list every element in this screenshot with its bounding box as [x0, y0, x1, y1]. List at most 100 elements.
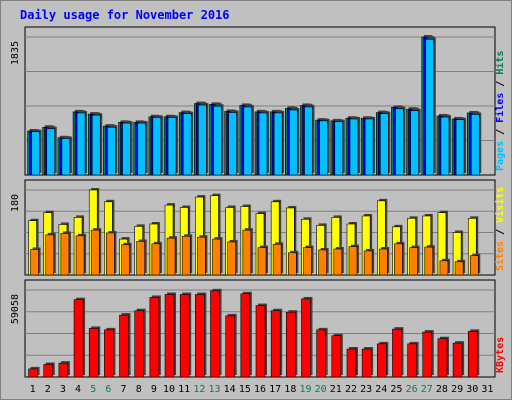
bar-kbytes	[376, 343, 387, 378]
bar-sites	[151, 243, 161, 276]
bar-sites	[227, 241, 236, 276]
bar-kbytes	[73, 299, 84, 378]
bar-sites	[166, 237, 176, 276]
x-tick-label: 18	[284, 384, 296, 395]
bar-kbytes	[88, 328, 99, 378]
bar-sites	[121, 244, 130, 276]
bar-kbytes	[164, 294, 175, 378]
bar-sites	[288, 252, 297, 276]
bar-pages	[198, 104, 207, 176]
bar-kbytes	[316, 329, 326, 378]
bar-sites	[348, 246, 358, 276]
legend-hits: Hits	[494, 51, 506, 75]
bar-kbytes	[43, 364, 54, 378]
x-tick-label: 19	[299, 384, 311, 395]
bar-pages	[455, 119, 465, 176]
bar-pages	[379, 113, 389, 176]
bar-pages	[470, 114, 480, 176]
bar-pages	[137, 122, 147, 176]
x-tick-label: 15	[239, 384, 251, 395]
bar-kbytes	[301, 298, 311, 378]
bar-pages	[258, 112, 268, 176]
bar-pages	[107, 126, 116, 176]
bar-kbytes	[195, 294, 205, 378]
bar-sites	[363, 250, 373, 276]
y-max-label: 180	[10, 194, 21, 212]
panel-kbytes: 59058 KBytes	[10, 279, 506, 378]
bar-sites	[197, 236, 206, 276]
legend-sep1: /	[495, 223, 506, 241]
bar-kbytes	[286, 311, 296, 378]
x-tick-label: 31	[481, 384, 493, 395]
bar-pages	[410, 110, 419, 176]
x-tick-label: 22	[345, 384, 357, 395]
bar-pages	[319, 120, 328, 176]
x-tick-label: 11	[178, 384, 190, 395]
bar-sites	[212, 238, 221, 276]
legend: KBytes	[495, 337, 506, 373]
bar-kbytes	[134, 310, 145, 378]
y-max-label: 59058	[10, 294, 21, 324]
x-tick-label: 28	[436, 384, 448, 395]
bar-sites	[394, 243, 403, 276]
bar-pages	[167, 117, 177, 176]
bar-kbytes	[437, 338, 448, 378]
x-tick-label: 26	[406, 384, 418, 395]
bar-sites	[439, 260, 449, 276]
bar-pages	[395, 108, 404, 176]
bar-kbytes	[270, 310, 281, 378]
x-tick-label: 24	[375, 384, 387, 395]
x-tick-label: 9	[151, 384, 157, 395]
bar-sites	[75, 235, 85, 276]
bar-pages	[91, 114, 101, 176]
bar-sites	[257, 247, 267, 276]
bar-sites	[136, 241, 146, 276]
bar-pages	[31, 131, 40, 176]
x-tick-label: 17	[269, 384, 281, 395]
bar-kbytes	[149, 297, 160, 378]
bar-sites	[272, 244, 282, 276]
bar-kbytes	[179, 294, 190, 378]
bar-kbytes	[452, 342, 463, 378]
x-tick-label: 14	[224, 384, 236, 395]
bar-pages	[228, 112, 237, 176]
legend-sites: Sites	[494, 241, 506, 271]
legend-kbytes: KBytes	[495, 337, 506, 373]
bar-sites	[424, 246, 434, 276]
x-tick-label: 8	[136, 384, 142, 395]
bar-kbytes	[361, 348, 372, 378]
bar-pages	[122, 122, 131, 176]
x-tick-label: 1	[30, 384, 36, 395]
x-axis: 1 2 3 4 5 6 7 8 9 10 11 12 13 14 15 16 17 18 19 20 21 22 23 24 2…	[30, 384, 494, 395]
legend: Sites / Visits	[494, 187, 506, 271]
y-max-label: 1835	[10, 41, 21, 65]
bar-kbytes	[240, 293, 251, 378]
x-tick-label: 30	[466, 384, 478, 395]
bar-sites	[469, 255, 479, 276]
legend-visits: Visits	[494, 187, 506, 223]
legend: Pages / Files / Hits	[494, 51, 506, 171]
bar-pages	[182, 113, 192, 176]
bar-sites	[30, 249, 39, 276]
bar-sites	[106, 232, 115, 276]
legend-sep2: /	[495, 75, 506, 93]
bar-kbytes	[392, 328, 402, 378]
bar-kbytes	[407, 343, 417, 378]
bar-kbytes	[210, 290, 220, 378]
bar-kbytes	[422, 331, 433, 378]
bar-pages	[425, 38, 435, 176]
bar-pages	[289, 109, 298, 176]
x-tick-label: 29	[451, 384, 463, 395]
legend-pages: Pages	[495, 141, 506, 171]
bar-kbytes	[225, 315, 235, 378]
x-tick-label: 7	[121, 384, 127, 395]
bar-sites	[454, 261, 464, 276]
x-tick-label: 21	[330, 384, 342, 395]
bar-pages	[61, 138, 71, 176]
bar-pages	[349, 118, 359, 176]
chart-panels: 1835 Pages / Files / Hits 180 Sites / Visit…	[10, 26, 506, 378]
x-tick-label: 27	[421, 384, 433, 395]
x-tick-label: 3	[60, 384, 66, 395]
x-tick-label: 13	[208, 384, 220, 395]
